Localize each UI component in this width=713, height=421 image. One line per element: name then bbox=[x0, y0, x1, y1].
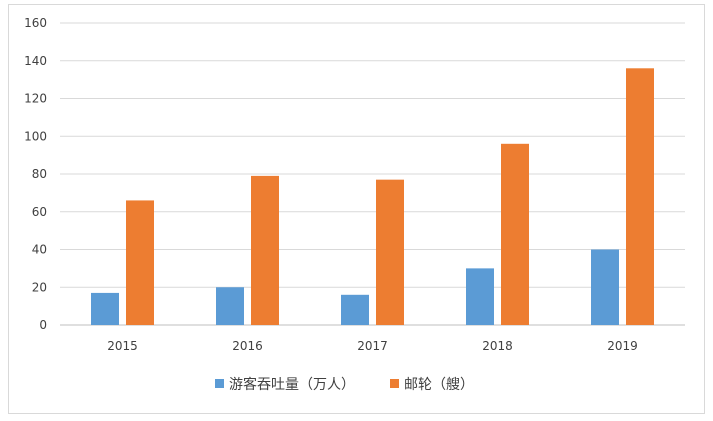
y-tick-label: 80 bbox=[32, 167, 47, 181]
y-tick-label: 100 bbox=[24, 129, 47, 143]
x-axis-ticks: 2015 2016 2017 2018 2019 bbox=[107, 339, 638, 353]
y-tick-label: 120 bbox=[24, 92, 47, 106]
bar-2015-series-0 bbox=[91, 292, 119, 325]
y-tick-label: 140 bbox=[24, 54, 47, 68]
legend-swatch-1 bbox=[390, 379, 399, 388]
x-tick-label: 2015 bbox=[107, 339, 138, 353]
y-tick-label: 40 bbox=[32, 243, 47, 257]
bar-2019-series-1 bbox=[626, 68, 654, 326]
x-tick-label: 2016 bbox=[232, 339, 263, 353]
grid-lines bbox=[60, 22, 685, 326]
x-tick-label: 2018 bbox=[482, 339, 513, 353]
y-tick-label: 160 bbox=[24, 16, 47, 30]
bars bbox=[91, 68, 654, 326]
x-tick-label: 2017 bbox=[357, 339, 388, 353]
y-tick-label: 20 bbox=[32, 280, 47, 294]
x-tick-label: 2019 bbox=[607, 339, 638, 353]
bar-2016-series-1 bbox=[251, 175, 279, 325]
bar-2018-series-1 bbox=[501, 143, 529, 325]
y-axis-ticks: 0 20 40 60 80 100 120 140 160 bbox=[24, 16, 47, 332]
y-tick-label: 0 bbox=[39, 318, 47, 332]
legend-label-0: 游客吞吐量（万人） bbox=[229, 376, 355, 393]
legend-swatch-0 bbox=[215, 379, 224, 388]
y-tick-label: 60 bbox=[32, 205, 47, 219]
bar-2015-series-1 bbox=[126, 200, 154, 325]
bar-2019-series-0 bbox=[591, 249, 619, 325]
bar-2018-series-0 bbox=[466, 268, 494, 325]
bar-2017-series-0 bbox=[341, 294, 369, 325]
legend-label-1: 邮轮（艘） bbox=[404, 377, 474, 393]
bar-2017-series-1 bbox=[376, 179, 404, 325]
chart-frame bbox=[8, 4, 705, 414]
legend: 游客吞吐量（万人） 邮轮（艘） bbox=[215, 376, 474, 393]
bar-2016-series-0 bbox=[216, 287, 244, 325]
